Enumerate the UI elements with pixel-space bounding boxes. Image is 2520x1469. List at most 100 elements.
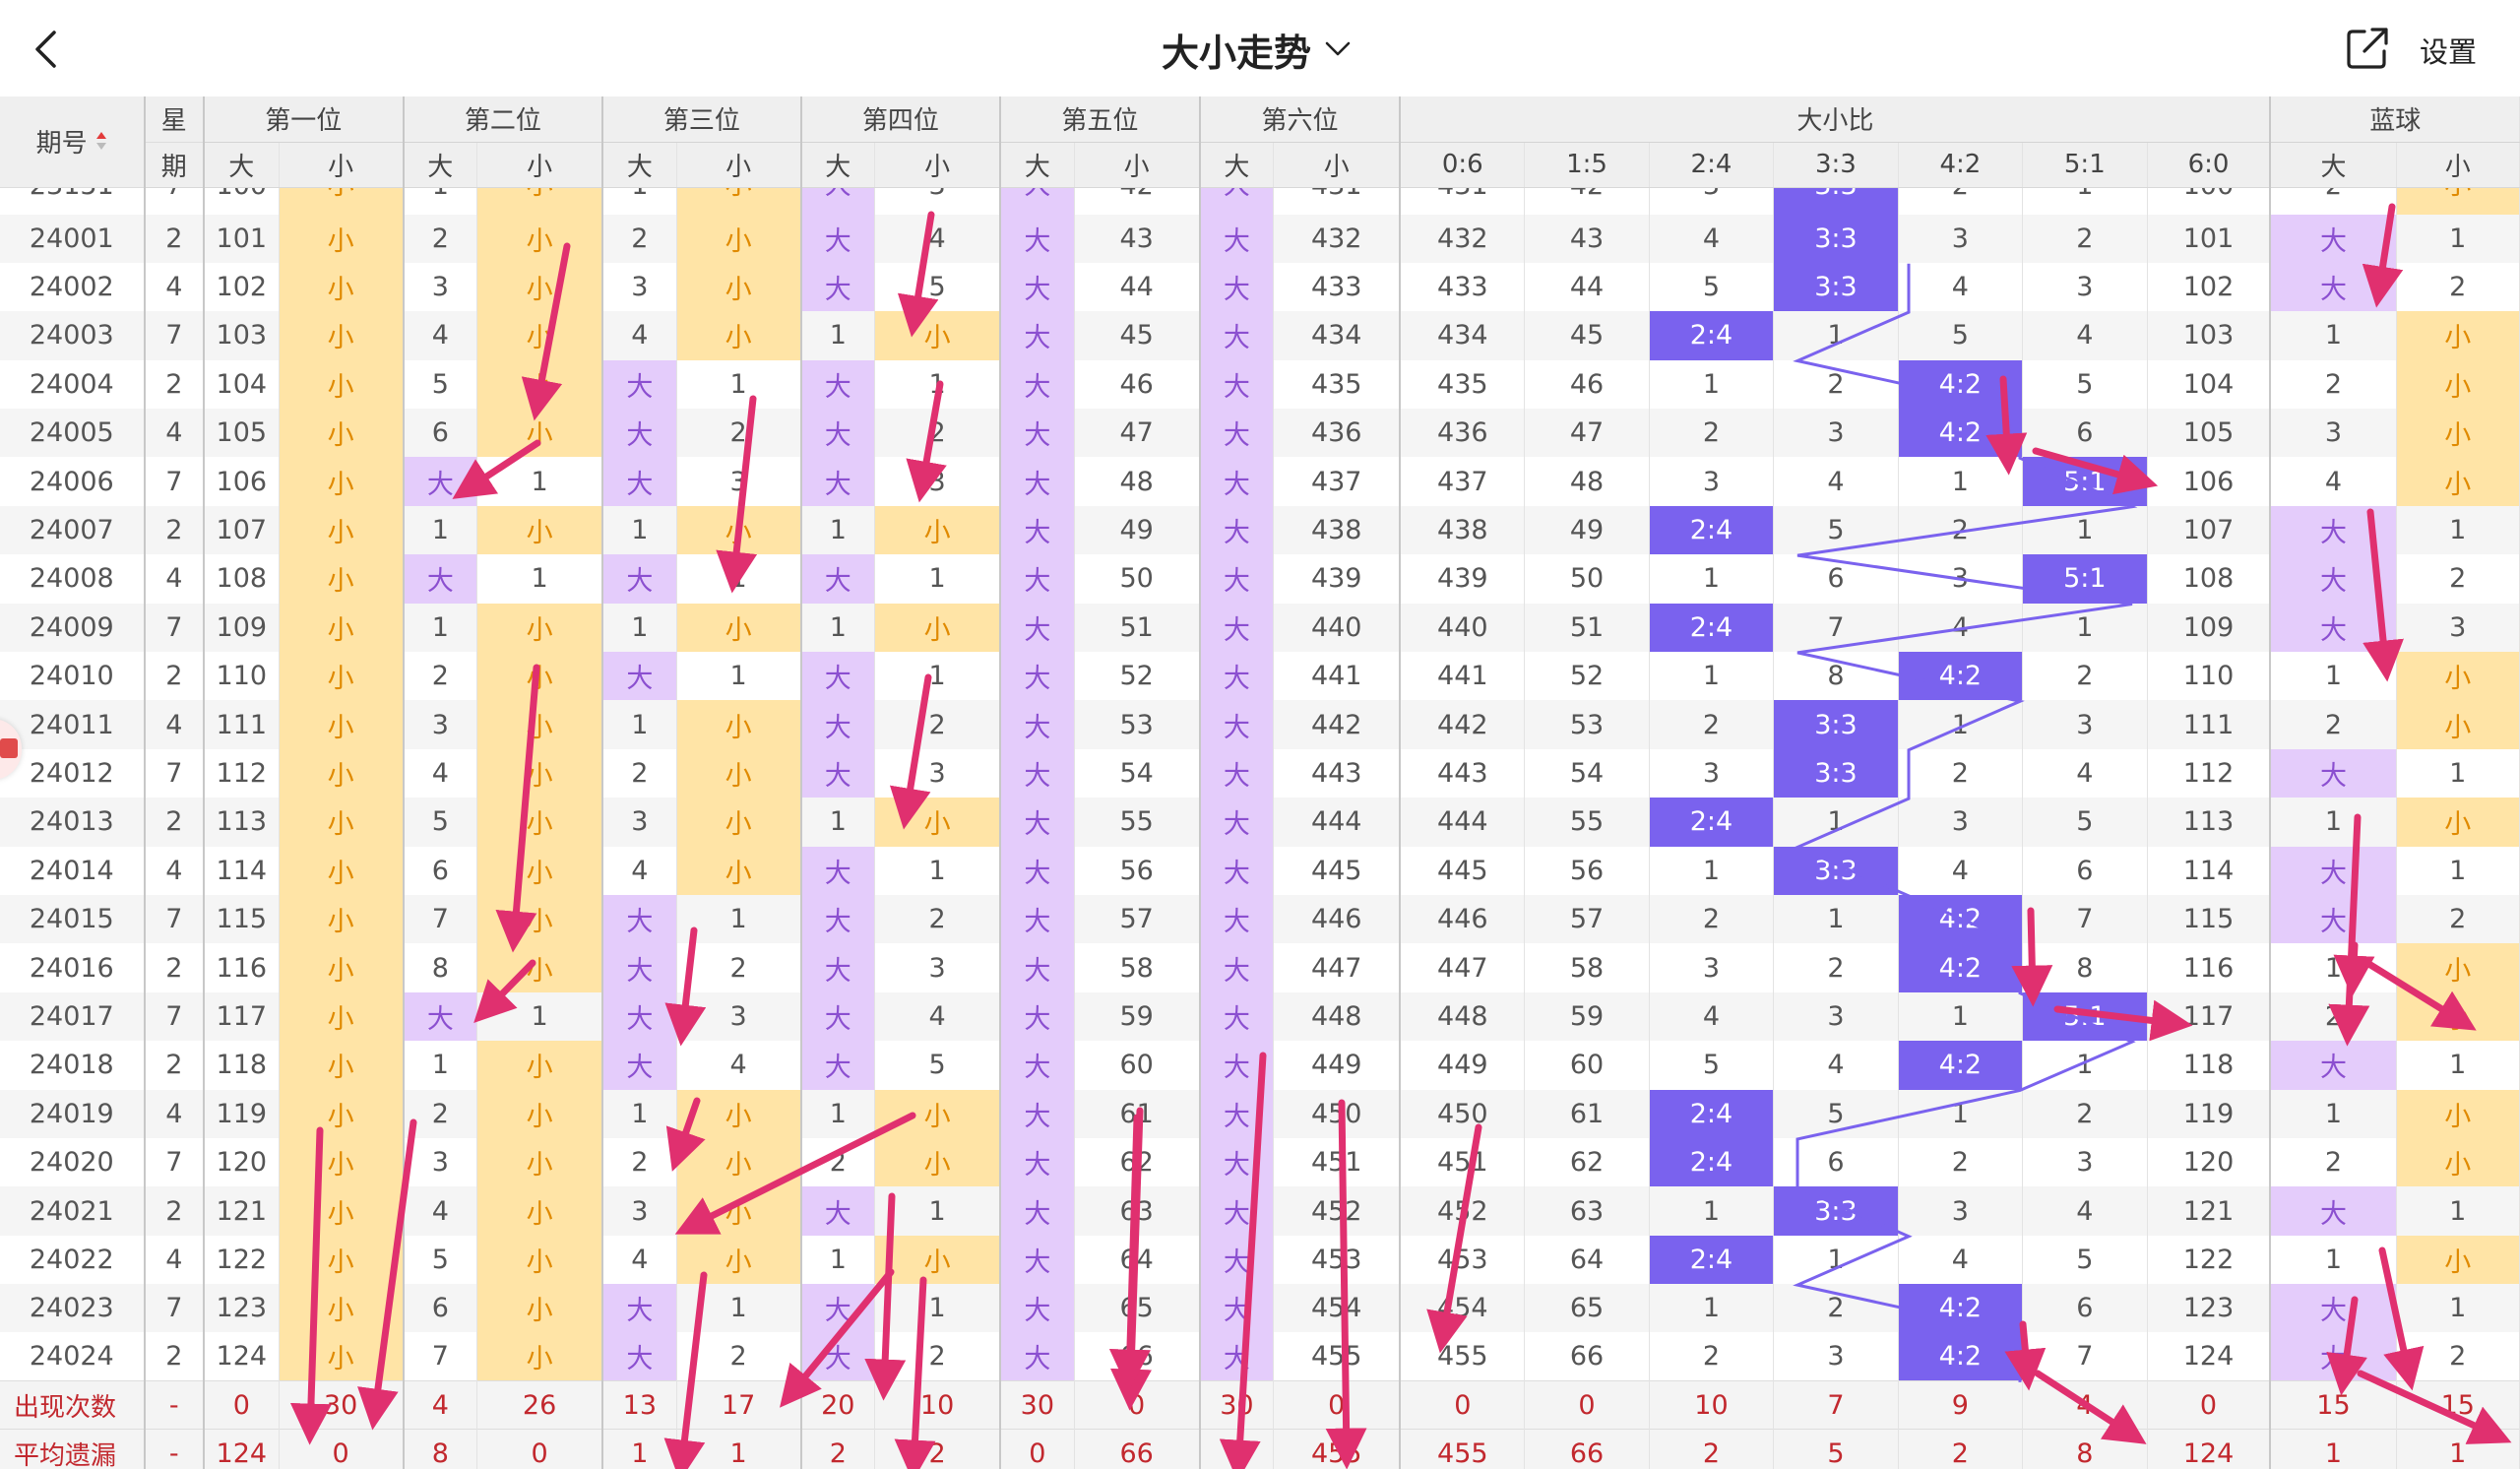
table-row[interactable]: 24011 4 111 小 3 小 1 小 大 2 大 53 大 442 442 53 2 3:3 1 3 111 2 小	[0, 700, 2520, 749]
position-1-small-header: 小	[279, 142, 405, 188]
position-2-small-cell: 1	[476, 991, 604, 1042]
ratio-cell: 4	[1898, 262, 2024, 312]
table-row[interactable]: 24019 4 119 小 2 小 1 小 1 小 大 61 大 450 450 61 2:4 5 1 2 119 1 小	[0, 1089, 2520, 1138]
table-row[interactable]: 24006 7 106 小 大 1 大 3 大 3 大 48 大 437 437 48 3 4 1 5:1 106 4 小	[0, 457, 2520, 506]
position-5-small-cell-text: 54	[1119, 757, 1154, 789]
table-row[interactable]: 24010 2 110 小 2 小 大 1 大 1 大 52 大 441 441 52 1 8 4:2 2 110 1 小	[0, 652, 2520, 701]
table-row[interactable]: 24012 7 112 小 4 小 2 小 大 3 大 54 大 443 443 54 3 3:3 2 4 112 大 1	[0, 748, 2520, 798]
position-3-small-cell-text: 小	[724, 858, 752, 889]
position-4-small-cell: 3	[874, 187, 1002, 215]
title-dropdown[interactable]: 大小走势	[1162, 22, 1351, 77]
table-row[interactable]: 24001 2 101 小 2 小 2 小 大 4 大 43 大 432 432 43 4 3:3 3 2 101 大 1	[0, 214, 2520, 263]
position-4-big-cell-text: 1	[829, 806, 847, 838]
position-5-small-cell-text: 57	[1119, 904, 1154, 935]
footer-value: 17	[676, 1380, 802, 1430]
position-2-big-cell: 3	[403, 1137, 478, 1187]
period-header[interactable]: 期号	[0, 96, 146, 188]
blue-big-cell-text: 大	[2319, 566, 2347, 598]
ratio-cell: 440	[1400, 603, 1526, 653]
ratio-cell: 437	[1400, 457, 1526, 506]
position-5-big-cell-text: 大	[1024, 664, 1051, 695]
ratio-cell-text: 1	[2076, 611, 2094, 643]
ratio-cell-text: 2	[1702, 417, 1721, 449]
ratio-cell: 2	[1773, 943, 1899, 992]
table-row[interactable]: 24008 4 108 小 大 1 大 1 大 1 大 50 大 439 439 50 1 6 3 5:1 108 大 2	[0, 554, 2520, 604]
table-row[interactable]: 24015 7 115 小 7 小 大 1 大 2 大 57 大 446 446 57 2 1 4:2 7 115 大 2	[0, 894, 2520, 944]
position-1-small-cell: 小	[279, 1137, 405, 1187]
table-row[interactable]: 24023 7 123 小 6 小 大 1 大 1 大 65 大 454 454 65 1 2 4:2 6 123 大 1	[0, 1284, 2520, 1333]
table-row[interactable]: 24007 2 107 小 1 小 1 小 1 小 大 49 大 438 438 49 2:4 5 2 1 107 大 1	[0, 505, 2520, 555]
week-cell: 2	[144, 1186, 206, 1236]
position-5-small-cell-text: 63	[1119, 1195, 1154, 1227]
table-row[interactable]: 23151 7 100 小 1 小 1 小 大 3 大 42 大 431 431 42 3 3:3 2 1 100 2 小	[0, 187, 2520, 215]
ratio-cell-text: 42	[1570, 187, 1604, 201]
ratio-cell-text: 5:1	[2063, 563, 2107, 595]
position-3-small-cell-text: 3	[729, 1000, 747, 1032]
ratio-cell-text: 1	[1702, 855, 1721, 886]
position-3-big-cell-text: 大	[626, 1344, 654, 1375]
position-1-big-header: 大	[204, 142, 280, 188]
position-1-small-cell-text: 小	[327, 1053, 354, 1084]
table-row[interactable]: 24021 2 121 小 4 小 3 小 大 1 大 63 大 452 452 63 1 3:3 3 4 121 大 1	[0, 1186, 2520, 1236]
settings-button[interactable]: 设置	[2420, 35, 2478, 69]
position-1-small-cell-text: 小	[327, 1003, 354, 1035]
position-5-big-cell: 大	[1000, 603, 1075, 653]
position-4-big-cell: 1	[800, 1235, 876, 1285]
table-row[interactable]: 24004 2 104 小 5 小 大 1 大 1 大 46 大 435 435 46 1 2 4:2 5 104 2 小	[0, 359, 2520, 410]
ratio-cell-text: 452	[1437, 1195, 1488, 1227]
table-row[interactable]: 24020 7 120 小 3 小 2 小 2 小大 62 大 451 451 62 2:4 6 2 3 120 2 小	[0, 1137, 2520, 1187]
position-5-big-cell-text: 大	[1024, 225, 1051, 257]
ratio-cell-text: 3	[1951, 806, 1969, 838]
table-row[interactable]: 24005 4 105 小 6 小 大 2 大 2 大 47 大 436 436 47 2 3 4:2 6 105 3 小	[0, 409, 2520, 458]
table-row[interactable]: 24014 4 114 小 6 小 4 小 大 1 大 56 大 445 445 56 1 3:3 4 6 114 大 1	[0, 846, 2520, 895]
footer-value: 0	[1524, 1380, 1650, 1430]
week-cell: 4	[144, 262, 206, 312]
table-row[interactable]: 24016 2 116 小 8 小 大 2 大 3 大 58 大 447 447 58 3 2 4:2 8 116 1 小	[0, 943, 2520, 992]
ratio-cell-text: 1	[1702, 563, 1721, 595]
position-1-small-cell: 小	[279, 1332, 405, 1381]
blue-small-cell-text: 1	[2449, 1293, 2467, 1324]
footer-week: -	[144, 1429, 206, 1469]
share-button[interactable]	[2343, 24, 2392, 73]
blue-big-cell: 大	[2270, 1186, 2397, 1236]
table-row[interactable]: 24013 2 113 小 5 小 3 小 1 小 大 55 大 444 444 55 2:4 1 3 5 113 1 小	[0, 798, 2520, 847]
table-row[interactable]: 24022 4 122 小 5 小 4 小 1 小 大 64 大 453 453 64 2:4 1 4 5 122 1 小	[0, 1235, 2520, 1285]
position-1-big-cell-text: 101	[216, 223, 268, 254]
ratio-cell: 7	[2022, 1332, 2148, 1381]
blue-small-cell: 小	[2396, 1235, 2520, 1285]
table-row[interactable]: 24024 2 124 小 7 小 大 2 大 2 大 66 大 455 455 66 2 3 4:2 7 124 大 2	[0, 1332, 2520, 1381]
ratio-cell: 115	[2147, 894, 2272, 944]
position-5-big-cell: 大	[1000, 262, 1075, 312]
table-row[interactable]: 24003 7 103 小 4 小 4 小 1 小 大 45 大 434 434 45 2:4 1 5 4 103 1 小	[0, 311, 2520, 360]
blue-small-cell-text: 1	[2449, 223, 2467, 254]
ratio-cell-text: 66	[1569, 1341, 1605, 1373]
ratio-cell-text: 7	[2076, 904, 2094, 935]
ratio-5-1-header: 5:1	[2022, 142, 2148, 188]
week-cell: 7	[144, 991, 206, 1042]
blue-big-cell-text: 1	[2324, 1098, 2343, 1129]
position-2-header: 第二位	[403, 96, 604, 143]
ratio-cell-text: 2	[1951, 757, 1969, 789]
position-2-small-cell: 小	[476, 652, 604, 701]
blue-big-cell-text: 3	[2324, 417, 2343, 449]
footer-value: 0	[1000, 1429, 1075, 1469]
position-1-big-cell: 120	[204, 1137, 280, 1187]
position-1-small-cell-text: 小	[327, 323, 354, 354]
blue-small-cell-text: 小	[2444, 664, 2472, 695]
ratio-cell: 3	[1773, 991, 1899, 1042]
position-1-big-cell-text: 113	[216, 806, 268, 838]
position-1-small-cell-text: 小	[327, 469, 354, 500]
back-button[interactable]	[22, 26, 69, 73]
table-row[interactable]: 24009 7 109 小 1 小 1 小 1 小 大 51 大 440 440 51 2:4 7 4 1 109 大 3	[0, 603, 2520, 653]
position-4-small-cell: 小	[874, 505, 1002, 555]
position-3-big-cell: 4	[602, 846, 677, 895]
position-1-big-cell: 116	[204, 943, 280, 992]
position-6-small-cell: 436	[1273, 409, 1402, 458]
table-row[interactable]: 24017 7 117 小 大 1 大 3 大 4 大 59 大 448 448 59 4 3 1 5:1 117 2 小	[0, 991, 2520, 1042]
period-cell: 24001	[0, 214, 146, 263]
table-row[interactable]: 24002 4 102 小 3 小 3 小 大 5 大 44 大 433 433 44 5 3:3 4 3 102 大 2	[0, 262, 2520, 312]
ratio-cell: 123	[2147, 1284, 2272, 1333]
ratio-cell-text: 1	[1827, 806, 1845, 838]
table-row[interactable]: 24018 2 118 小 1 小 大 4 大 5 大 60 大 449 449 60 5 4 4:2 1 118 大 1	[0, 1041, 2520, 1090]
